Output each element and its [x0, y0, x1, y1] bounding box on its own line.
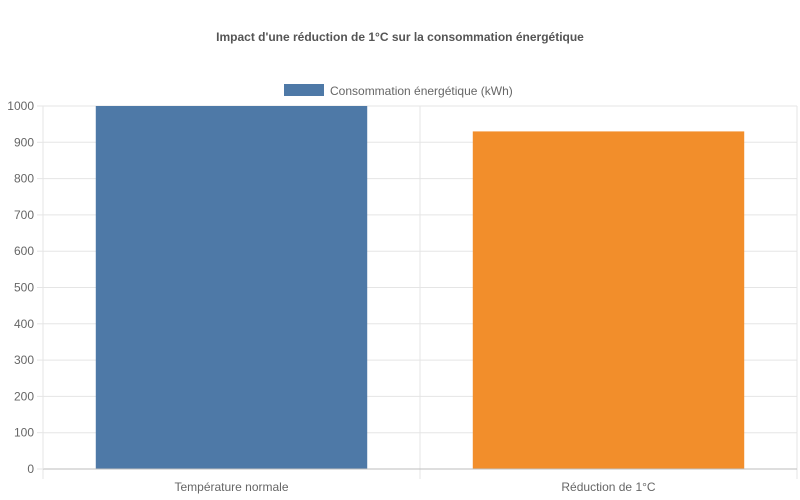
y-tick-label: 700 — [14, 208, 34, 222]
legend-label: Consommation énergétique (kWh) — [330, 84, 513, 98]
y-tick-label: 200 — [14, 389, 34, 403]
bar-reduction-1c[interactable] — [472, 131, 745, 469]
legend-swatch — [284, 84, 324, 96]
y-tick-label: 600 — [14, 244, 34, 258]
legend[interactable]: Consommation énergétique (kWh) — [284, 84, 513, 98]
y-tick-label: 400 — [14, 317, 34, 331]
x-tick-label: Température normale — [174, 480, 288, 494]
y-tick-label: 300 — [14, 353, 34, 367]
y-tick-label: 900 — [14, 135, 34, 149]
axes: 0 100 200 300 400 500 600 700 800 900 1000 Températ… — [7, 99, 797, 494]
y-tick-label: 0 — [27, 462, 34, 476]
bars — [95, 106, 745, 469]
bar-temperature-normale[interactable] — [95, 106, 368, 469]
y-tick-label: 100 — [14, 426, 34, 440]
y-tick-label: 500 — [14, 281, 34, 295]
x-tick-label: Réduction de 1°C — [561, 480, 656, 494]
chart-title: Impact d'une réduction de 1°C sur la con… — [216, 30, 584, 44]
y-tick-label: 800 — [14, 172, 34, 186]
y-tick-label: 1000 — [7, 99, 34, 113]
